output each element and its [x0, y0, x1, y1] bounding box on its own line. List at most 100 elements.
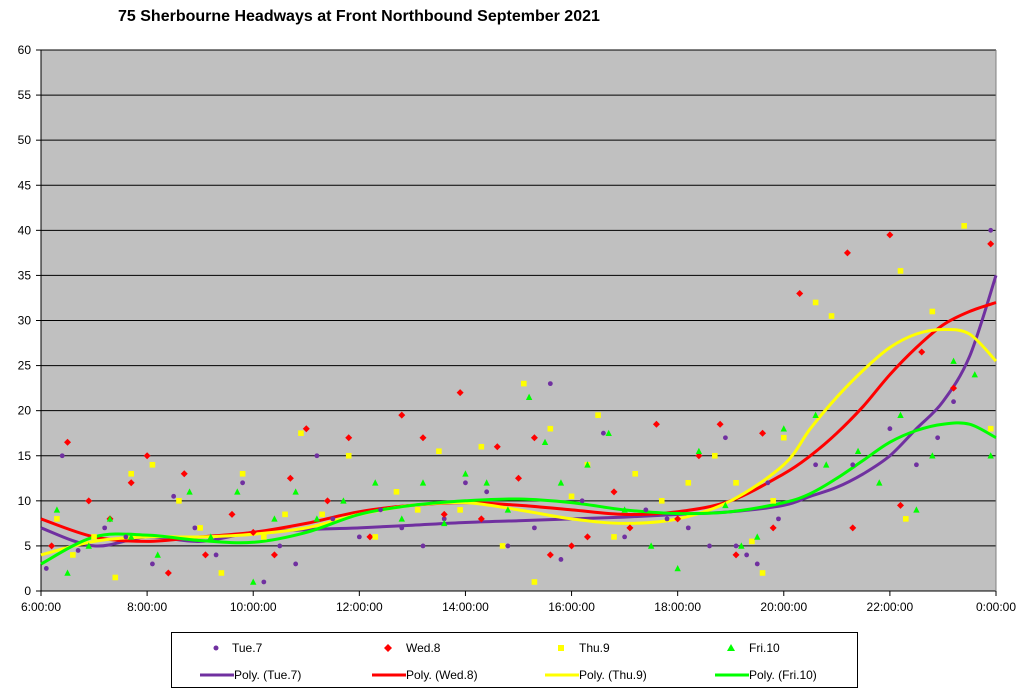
marker-thu-9: [478, 443, 485, 450]
marker-fri-10: [234, 488, 241, 495]
marker-thu-9: [54, 516, 60, 522]
marker-fri-10: [483, 479, 490, 486]
marker-thu-9: [568, 493, 575, 500]
marker-wed-8: [769, 524, 777, 532]
marker-thu-9: [414, 507, 421, 513]
marker-fri-10: [913, 506, 920, 513]
marker-fri-10: [823, 461, 830, 468]
marker-thu-9: [372, 534, 379, 540]
marker-thu-9: [903, 516, 909, 522]
legend-marker-square: [558, 645, 564, 651]
marker-fri-10: [154, 551, 161, 558]
marker-tue-7: [622, 534, 628, 540]
y-tick-label: 25: [18, 359, 32, 373]
marker-fri-10: [780, 425, 787, 432]
marker-tue-7: [213, 552, 219, 558]
marker-thu-9: [149, 461, 156, 468]
marker-thu-9: [828, 313, 835, 319]
marker-tue-7: [463, 480, 468, 486]
y-tick-labels: 0 5 10 15 20 25 30 35 40 45 50 55 60: [18, 43, 32, 598]
x-tick-label: 10:00:00: [230, 600, 277, 614]
marker-tue-7: [277, 543, 283, 549]
marker-thu-9: [685, 480, 692, 486]
marker-thu-9: [547, 425, 554, 432]
data-markers: [43, 223, 995, 585]
marker-thu-9: [595, 412, 601, 418]
legend-label: Poly. (Wed.8): [406, 668, 478, 682]
marker-fri-10: [64, 569, 71, 576]
marker-wed-8: [164, 569, 172, 577]
marker-wed-8: [987, 240, 995, 248]
marker-wed-8: [302, 425, 310, 433]
marker-fri-10: [621, 506, 628, 513]
marker-tue-7: [356, 534, 362, 540]
marker-fri-10: [462, 470, 469, 477]
y-tick-label: 10: [18, 494, 32, 508]
marker-fri-10: [754, 533, 761, 540]
marker-wed-8: [897, 501, 904, 509]
marker-wed-8: [180, 470, 188, 478]
marker-fri-10: [53, 506, 61, 513]
legend-label: Fri.10: [749, 641, 780, 655]
marker-wed-8: [886, 231, 894, 239]
legend-line-red: [372, 673, 406, 677]
marker-wed-8: [419, 434, 427, 442]
y-tick-label: 55: [18, 88, 32, 102]
marker-fri-10: [271, 515, 278, 522]
marker-thu-9: [611, 534, 617, 540]
marker-thu-9: [658, 498, 665, 504]
marker-wed-8: [345, 434, 353, 442]
marker-tue-7: [558, 557, 564, 562]
marker-wed-8: [652, 420, 660, 428]
marker-tue-7: [600, 430, 606, 436]
x-tick-label: 0:00:00: [976, 600, 1016, 614]
marker-tue-7: [776, 516, 781, 522]
y-tick-label: 60: [18, 43, 32, 57]
legend-line-yellow: [545, 673, 579, 677]
marker-tue-7: [441, 516, 447, 522]
y-tick-label: 45: [18, 178, 32, 192]
marker-wed-8: [610, 488, 618, 496]
marker-fri-10: [876, 479, 883, 486]
marker-fri-10: [929, 452, 936, 459]
marker-thu-9: [176, 498, 182, 504]
marker-thu-9: [436, 448, 442, 455]
marker-tue-7: [723, 435, 728, 441]
marker-tue-7: [505, 543, 511, 549]
legend: Tue.7 Wed.8 Thu.9 Fri.10 Poly. (Tue.7) P…: [171, 632, 858, 688]
marker-thu-9: [282, 511, 288, 518]
marker-fri-10: [398, 515, 405, 522]
marker-tue-7: [123, 534, 129, 540]
legend-label: Poly. (Tue.7): [234, 668, 302, 682]
marker-tue-7: [330, 516, 336, 522]
marker-tue-7: [951, 399, 956, 405]
marker-fri-10: [897, 411, 904, 418]
y-tick-label: 40: [18, 223, 32, 237]
marker-tue-7: [43, 566, 49, 571]
marker-wed-8: [456, 389, 464, 397]
marker-wed-8: [950, 384, 958, 392]
marker-wed-8: [324, 497, 331, 505]
x-tick-label: 22:00:00: [867, 600, 914, 614]
marker-wed-8: [143, 452, 151, 460]
marker-wed-8: [849, 524, 857, 532]
marker-wed-8: [568, 542, 576, 550]
marker-tue-7: [378, 507, 383, 513]
legend-label: Thu.9: [579, 641, 610, 655]
marker-thu-9: [298, 430, 304, 437]
y-tick-label: 0: [24, 584, 31, 598]
marker-wed-8: [626, 524, 634, 532]
marker-tue-7: [765, 480, 771, 486]
legend-line-purple: [200, 673, 234, 677]
x-tick-label: 14:00:00: [442, 600, 489, 614]
marker-tue-7: [484, 489, 490, 495]
marker-wed-8: [530, 434, 538, 442]
marker-tue-7: [399, 525, 405, 531]
marker-tue-7: [850, 462, 856, 468]
marker-wed-8: [249, 528, 257, 536]
marker-wed-8: [674, 515, 682, 523]
marker-fri-10: [695, 447, 703, 455]
marker-tue-7: [813, 462, 819, 468]
marker-thu-9: [712, 452, 718, 459]
marker-tue-7: [532, 525, 537, 531]
